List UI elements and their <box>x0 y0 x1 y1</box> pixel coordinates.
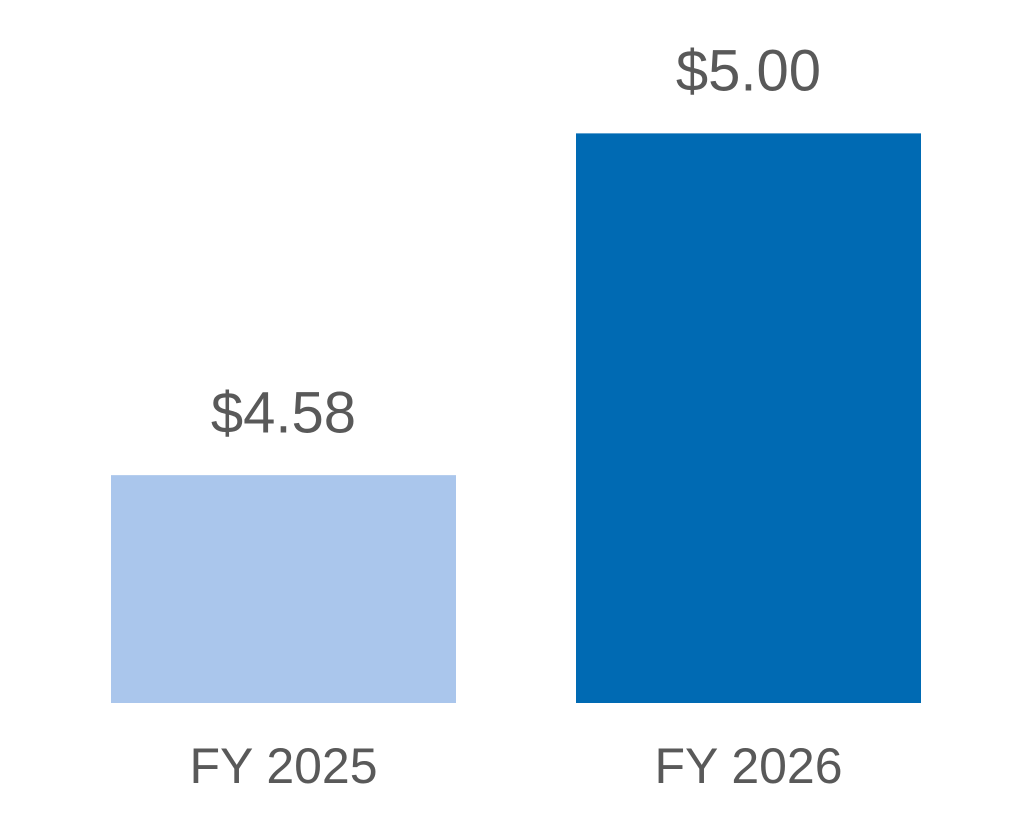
bar <box>111 475 456 703</box>
x-tick-label: FY 2026 <box>654 738 842 794</box>
value-label: $5.00 <box>676 39 821 104</box>
x-tick-label: FY 2025 <box>189 738 377 794</box>
value-label: $4.58 <box>211 380 356 445</box>
bar <box>576 133 921 703</box>
